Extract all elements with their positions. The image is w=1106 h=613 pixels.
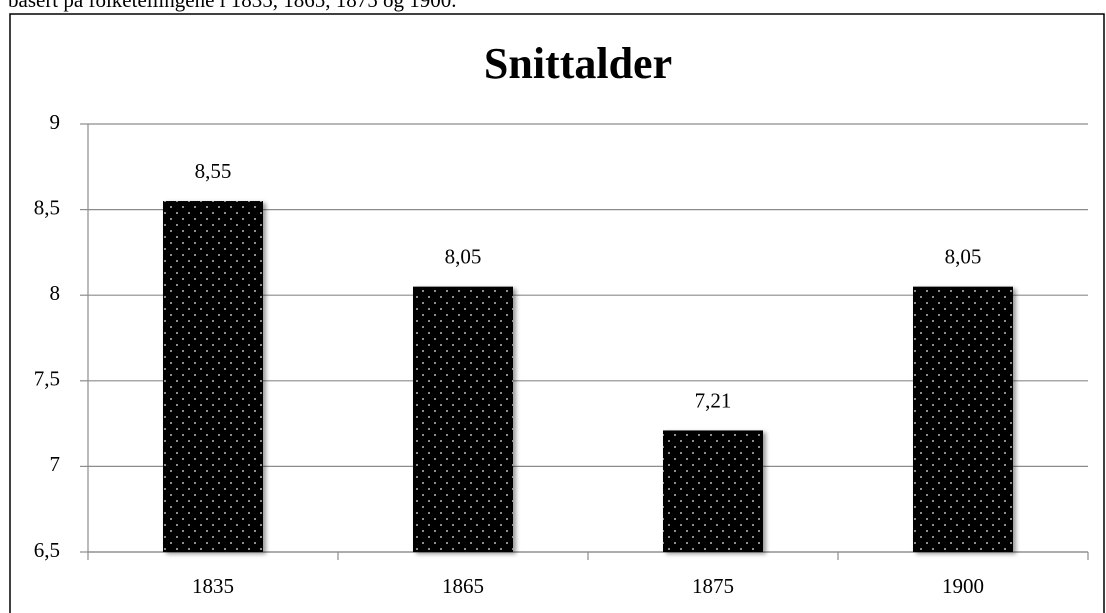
y-tick-label: 9 (50, 110, 61, 134)
x-tick-label: 1900 (942, 574, 984, 598)
bar (413, 286, 513, 552)
bar (663, 430, 763, 552)
data-label: 8,55 (195, 159, 232, 183)
x-tick-label: 1875 (692, 574, 734, 598)
data-label: 8,05 (445, 244, 482, 268)
data-label: 8,05 (945, 244, 982, 268)
y-tick-label: 8,5 (34, 195, 60, 219)
caption: basert på folketellingene i 1835, 1865, … (8, 0, 457, 12)
chart-title: Snittalder (484, 39, 672, 88)
x-tick-label: 1865 (442, 574, 484, 598)
bar (913, 286, 1013, 552)
x-tick-label: 1835 (192, 574, 234, 598)
data-label: 7,21 (695, 388, 732, 412)
y-tick-label: 6,5 (34, 538, 60, 562)
y-tick-label: 7 (50, 452, 61, 476)
y-tick-label: 8 (50, 281, 61, 305)
bar (163, 201, 263, 553)
y-tick-label: 7,5 (34, 367, 60, 391)
